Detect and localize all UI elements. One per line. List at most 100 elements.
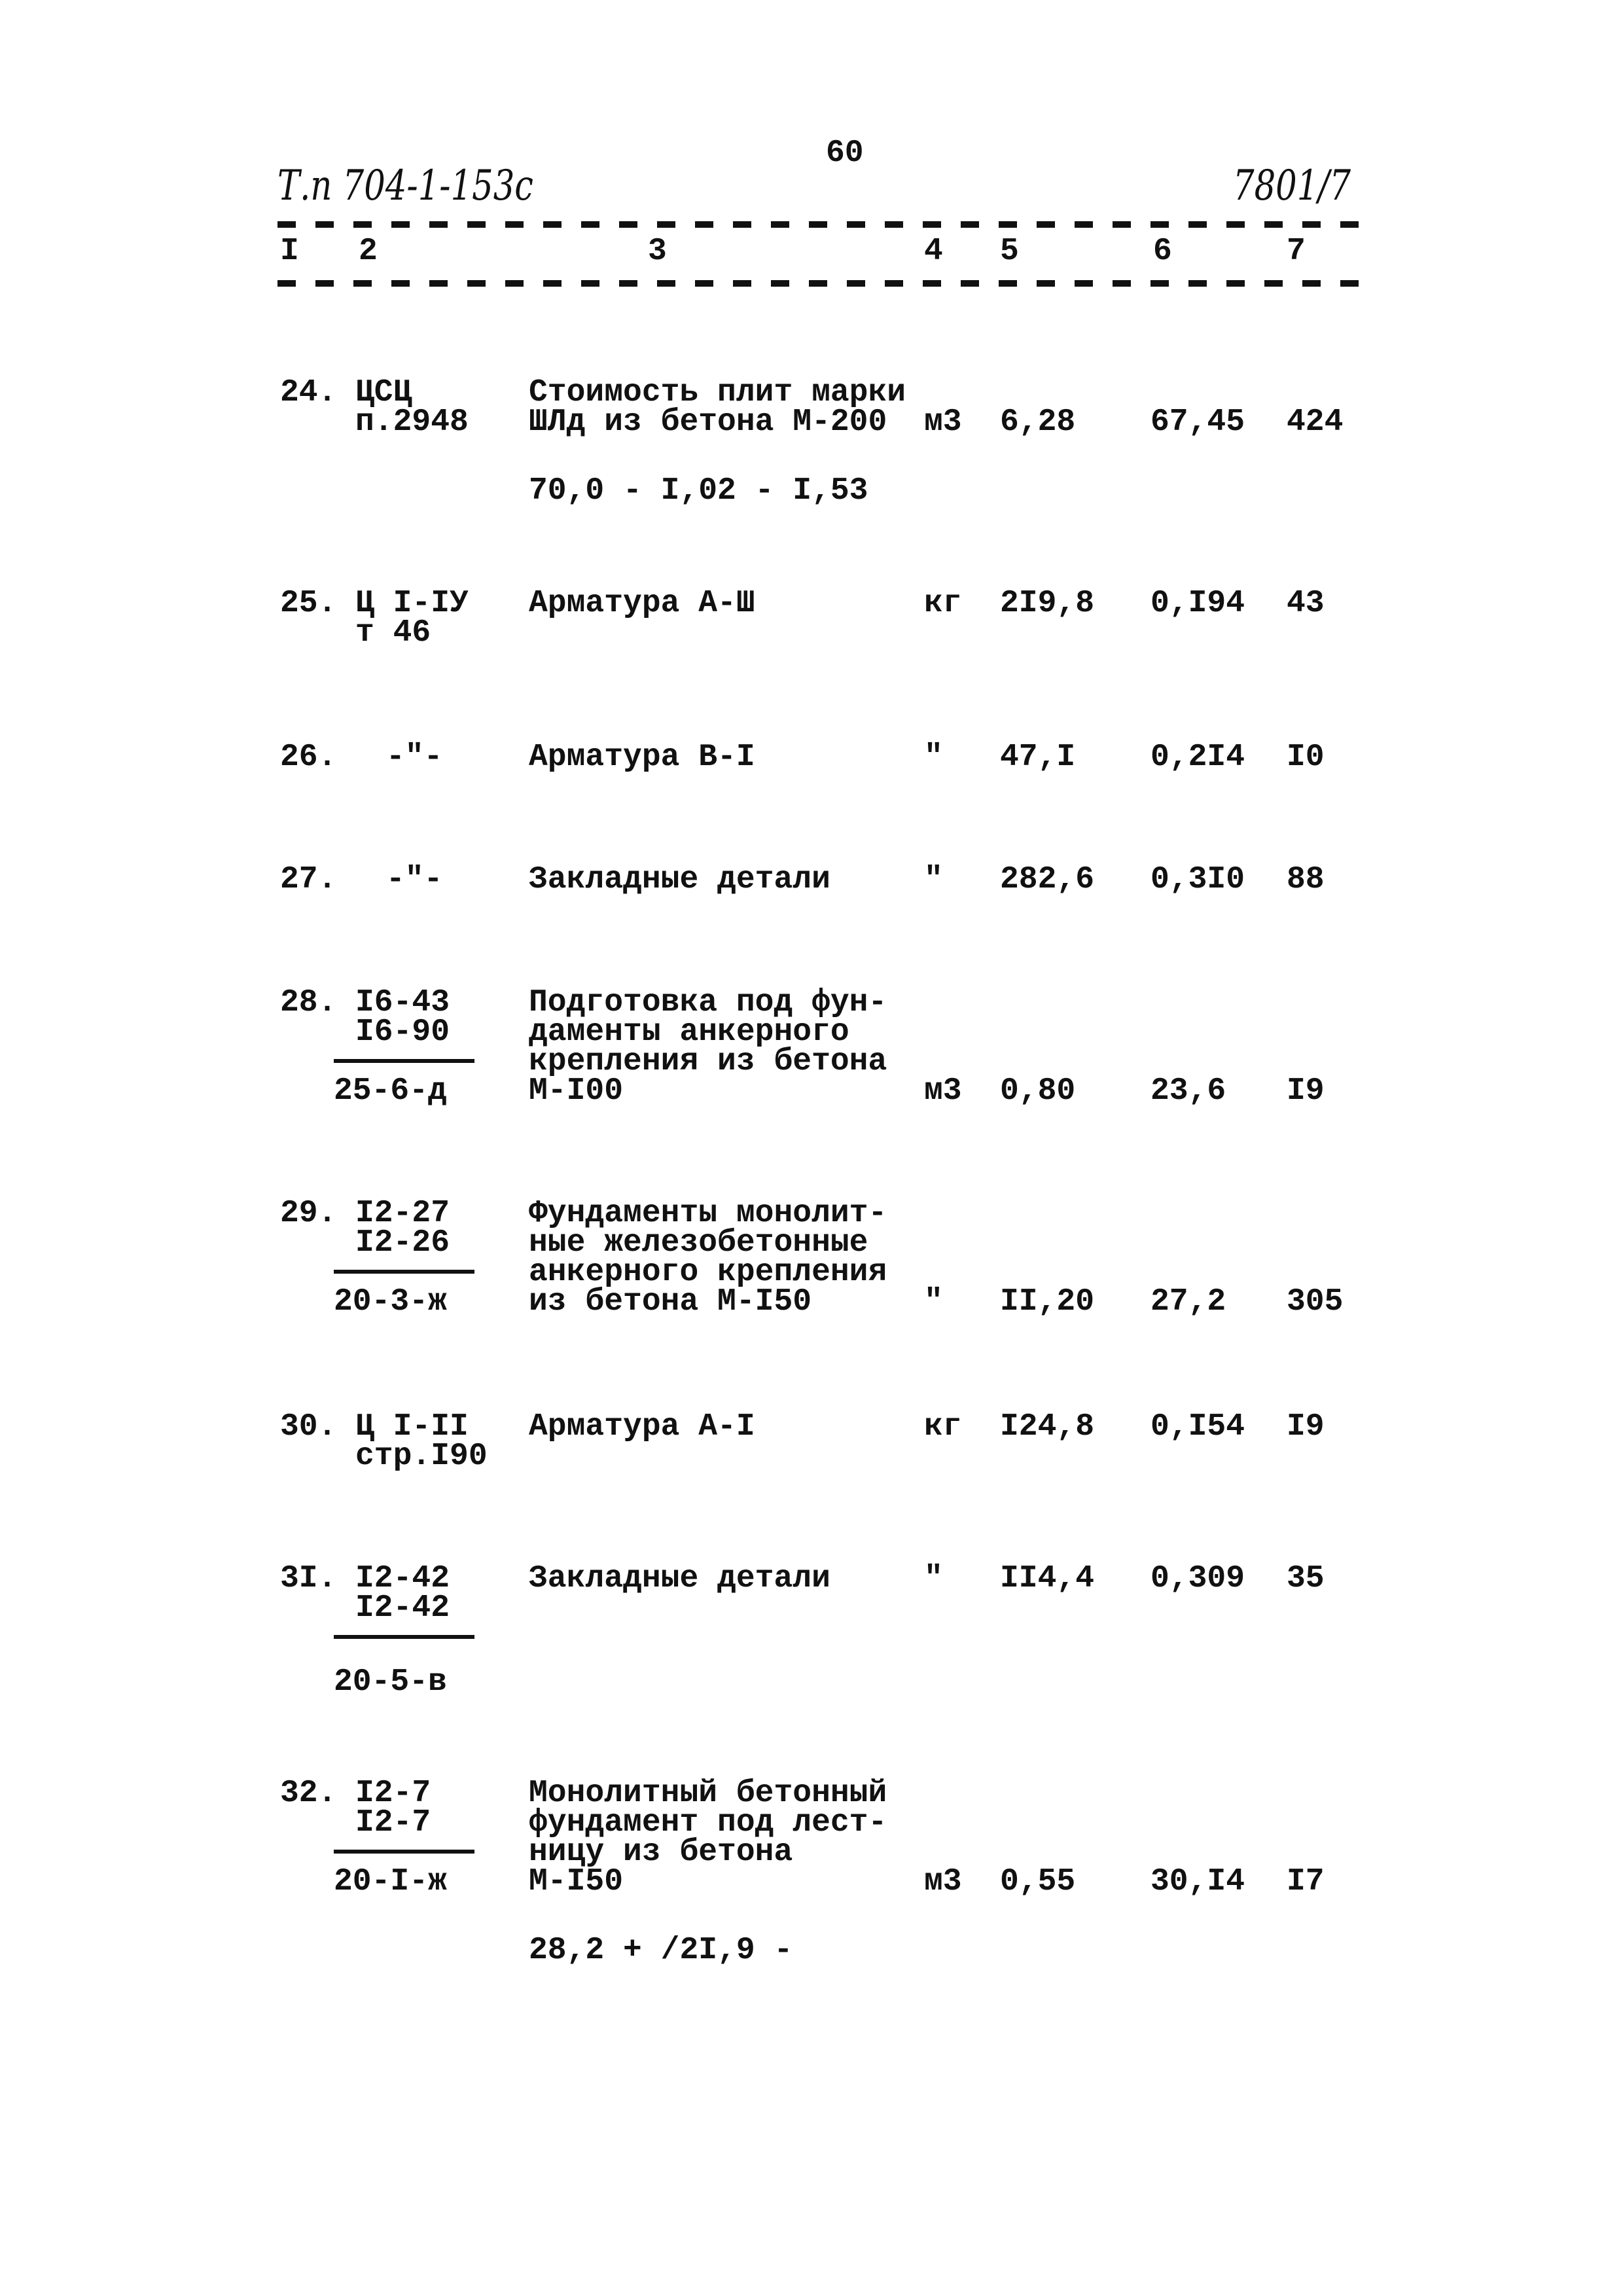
page-number: 60 — [826, 135, 864, 171]
quantity: 0,55 — [1000, 1864, 1076, 1899]
header-divider-top — [277, 221, 1361, 228]
work-description: Подготовка под фун- — [529, 985, 887, 1020]
unit: " — [924, 1561, 943, 1596]
total-cost: 305 — [1287, 1284, 1344, 1319]
row-number: 24. — [280, 375, 337, 410]
unit-price: 0,I54 — [1150, 1409, 1245, 1444]
norm-code: -"- — [386, 740, 443, 775]
norm-code: I2-27 — [355, 1196, 450, 1231]
unit: кг — [924, 586, 962, 621]
column-header-1: I — [280, 234, 299, 269]
quantity: I24,8 — [1000, 1409, 1095, 1444]
quantity: 0,80 — [1000, 1073, 1076, 1109]
quantity: II4,4 — [1000, 1561, 1095, 1596]
norm-code: I2-7 — [355, 1776, 431, 1811]
column-header-5: 5 — [1000, 234, 1019, 269]
norm-code: Ц I-IУ — [355, 586, 469, 621]
unit: " — [924, 1284, 943, 1319]
quantity: 6,28 — [1000, 404, 1076, 440]
total-cost: I9 — [1287, 1409, 1325, 1444]
work-description: Монолитный бетонный — [529, 1776, 887, 1811]
work-description: из бетона М-I50 — [529, 1284, 812, 1319]
work-description: Фундаменты монолит- — [529, 1196, 887, 1231]
norm-code-denominator: 20-5-в — [334, 1664, 447, 1700]
total-cost: 43 — [1287, 586, 1325, 621]
row-number: 27. — [280, 862, 337, 897]
fraction-line — [334, 1270, 474, 1274]
norm-code-denominator: 25-6-д — [334, 1073, 447, 1109]
unit-price: 0,2I4 — [1150, 740, 1245, 775]
work-description: Арматура А-I — [529, 1409, 755, 1444]
unit: " — [924, 862, 943, 897]
quantity: 282,6 — [1000, 862, 1095, 897]
work-description: фундамент под лест- — [529, 1805, 887, 1840]
norm-code: I6-90 — [355, 1014, 450, 1050]
unit: " — [924, 740, 943, 775]
header-divider-bottom — [277, 280, 1361, 287]
work-description: Закладные детали — [529, 1561, 830, 1596]
unit-price: 23,6 — [1150, 1073, 1226, 1109]
unit-price: 67,45 — [1150, 404, 1245, 440]
work-description: крепления из бетона — [529, 1044, 887, 1079]
price-formula: 28,2 + /2I,9 - — [529, 1933, 793, 1968]
column-header-3: 3 — [648, 234, 667, 269]
row-number: 28. — [280, 985, 337, 1020]
column-header-6: 6 — [1153, 234, 1172, 269]
unit: м3 — [924, 404, 962, 440]
norm-code: Ц I-II — [355, 1409, 469, 1444]
work-description: ШЛд из бетона М-200 — [529, 404, 887, 440]
total-cost: I9 — [1287, 1073, 1325, 1109]
column-header-2: 2 — [359, 234, 378, 269]
row-number: 3I. — [280, 1561, 337, 1596]
unit-price: 27,2 — [1150, 1284, 1226, 1319]
total-cost: I0 — [1287, 740, 1325, 775]
unit-price: 0,3I0 — [1150, 862, 1245, 897]
quantity: 2I9,8 — [1000, 586, 1095, 621]
fraction-line — [334, 1635, 474, 1639]
norm-code-denominator: 20-3-ж — [334, 1284, 447, 1319]
norm-code: -"- — [386, 862, 443, 897]
norm-code: I2-7 — [355, 1805, 431, 1840]
row-number: 30. — [280, 1409, 337, 1444]
unit-price: 0,I94 — [1150, 586, 1245, 621]
column-header-7: 7 — [1287, 234, 1306, 269]
work-description: Арматура В-I — [529, 740, 755, 775]
column-header-4: 4 — [924, 234, 943, 269]
norm-code: т 46 — [355, 615, 431, 651]
total-cost: 88 — [1287, 862, 1325, 897]
work-description: Арматура А-Ш — [529, 586, 755, 621]
row-number: 29. — [280, 1196, 337, 1231]
work-description: М-I50 — [529, 1864, 624, 1899]
total-cost: I7 — [1287, 1864, 1325, 1899]
unit-price: 0,309 — [1150, 1561, 1245, 1596]
work-description: Стоимость плит марки — [529, 375, 906, 410]
total-cost: 424 — [1287, 404, 1344, 440]
norm-code: I2-26 — [355, 1225, 450, 1261]
work-description: ницу из бетона — [529, 1835, 793, 1870]
document-reference: 7801/7 — [1233, 162, 1351, 210]
norm-code: I2-42 — [355, 1561, 450, 1596]
norm-code: ЦСЦ — [355, 375, 412, 410]
norm-code: стр.I90 — [355, 1439, 488, 1474]
norm-code: п.2948 — [355, 404, 469, 440]
total-cost: 35 — [1287, 1561, 1325, 1596]
fraction-line — [334, 1850, 474, 1854]
fraction-line — [334, 1059, 474, 1063]
unit: кг — [924, 1409, 962, 1444]
work-description: анкерного крепления — [529, 1255, 887, 1290]
quantity: 47,I — [1000, 740, 1076, 775]
row-number: 26. — [280, 740, 337, 775]
work-description: даменты анкерного — [529, 1014, 849, 1050]
unit: м3 — [924, 1864, 962, 1899]
quantity: II,20 — [1000, 1284, 1095, 1319]
norm-code: I2-42 — [355, 1590, 450, 1626]
unit: м3 — [924, 1073, 962, 1109]
work-description: М-I00 — [529, 1073, 624, 1109]
document-code: Т.п 704-1-153с — [277, 162, 533, 210]
norm-code-denominator: 20-I-ж — [334, 1864, 447, 1899]
row-number: 25. — [280, 586, 337, 621]
norm-code: I6-43 — [355, 985, 450, 1020]
price-formula: 70,0 - I,02 - I,53 — [529, 473, 868, 509]
work-description: Закладные детали — [529, 862, 830, 897]
row-number: 32. — [280, 1776, 337, 1811]
